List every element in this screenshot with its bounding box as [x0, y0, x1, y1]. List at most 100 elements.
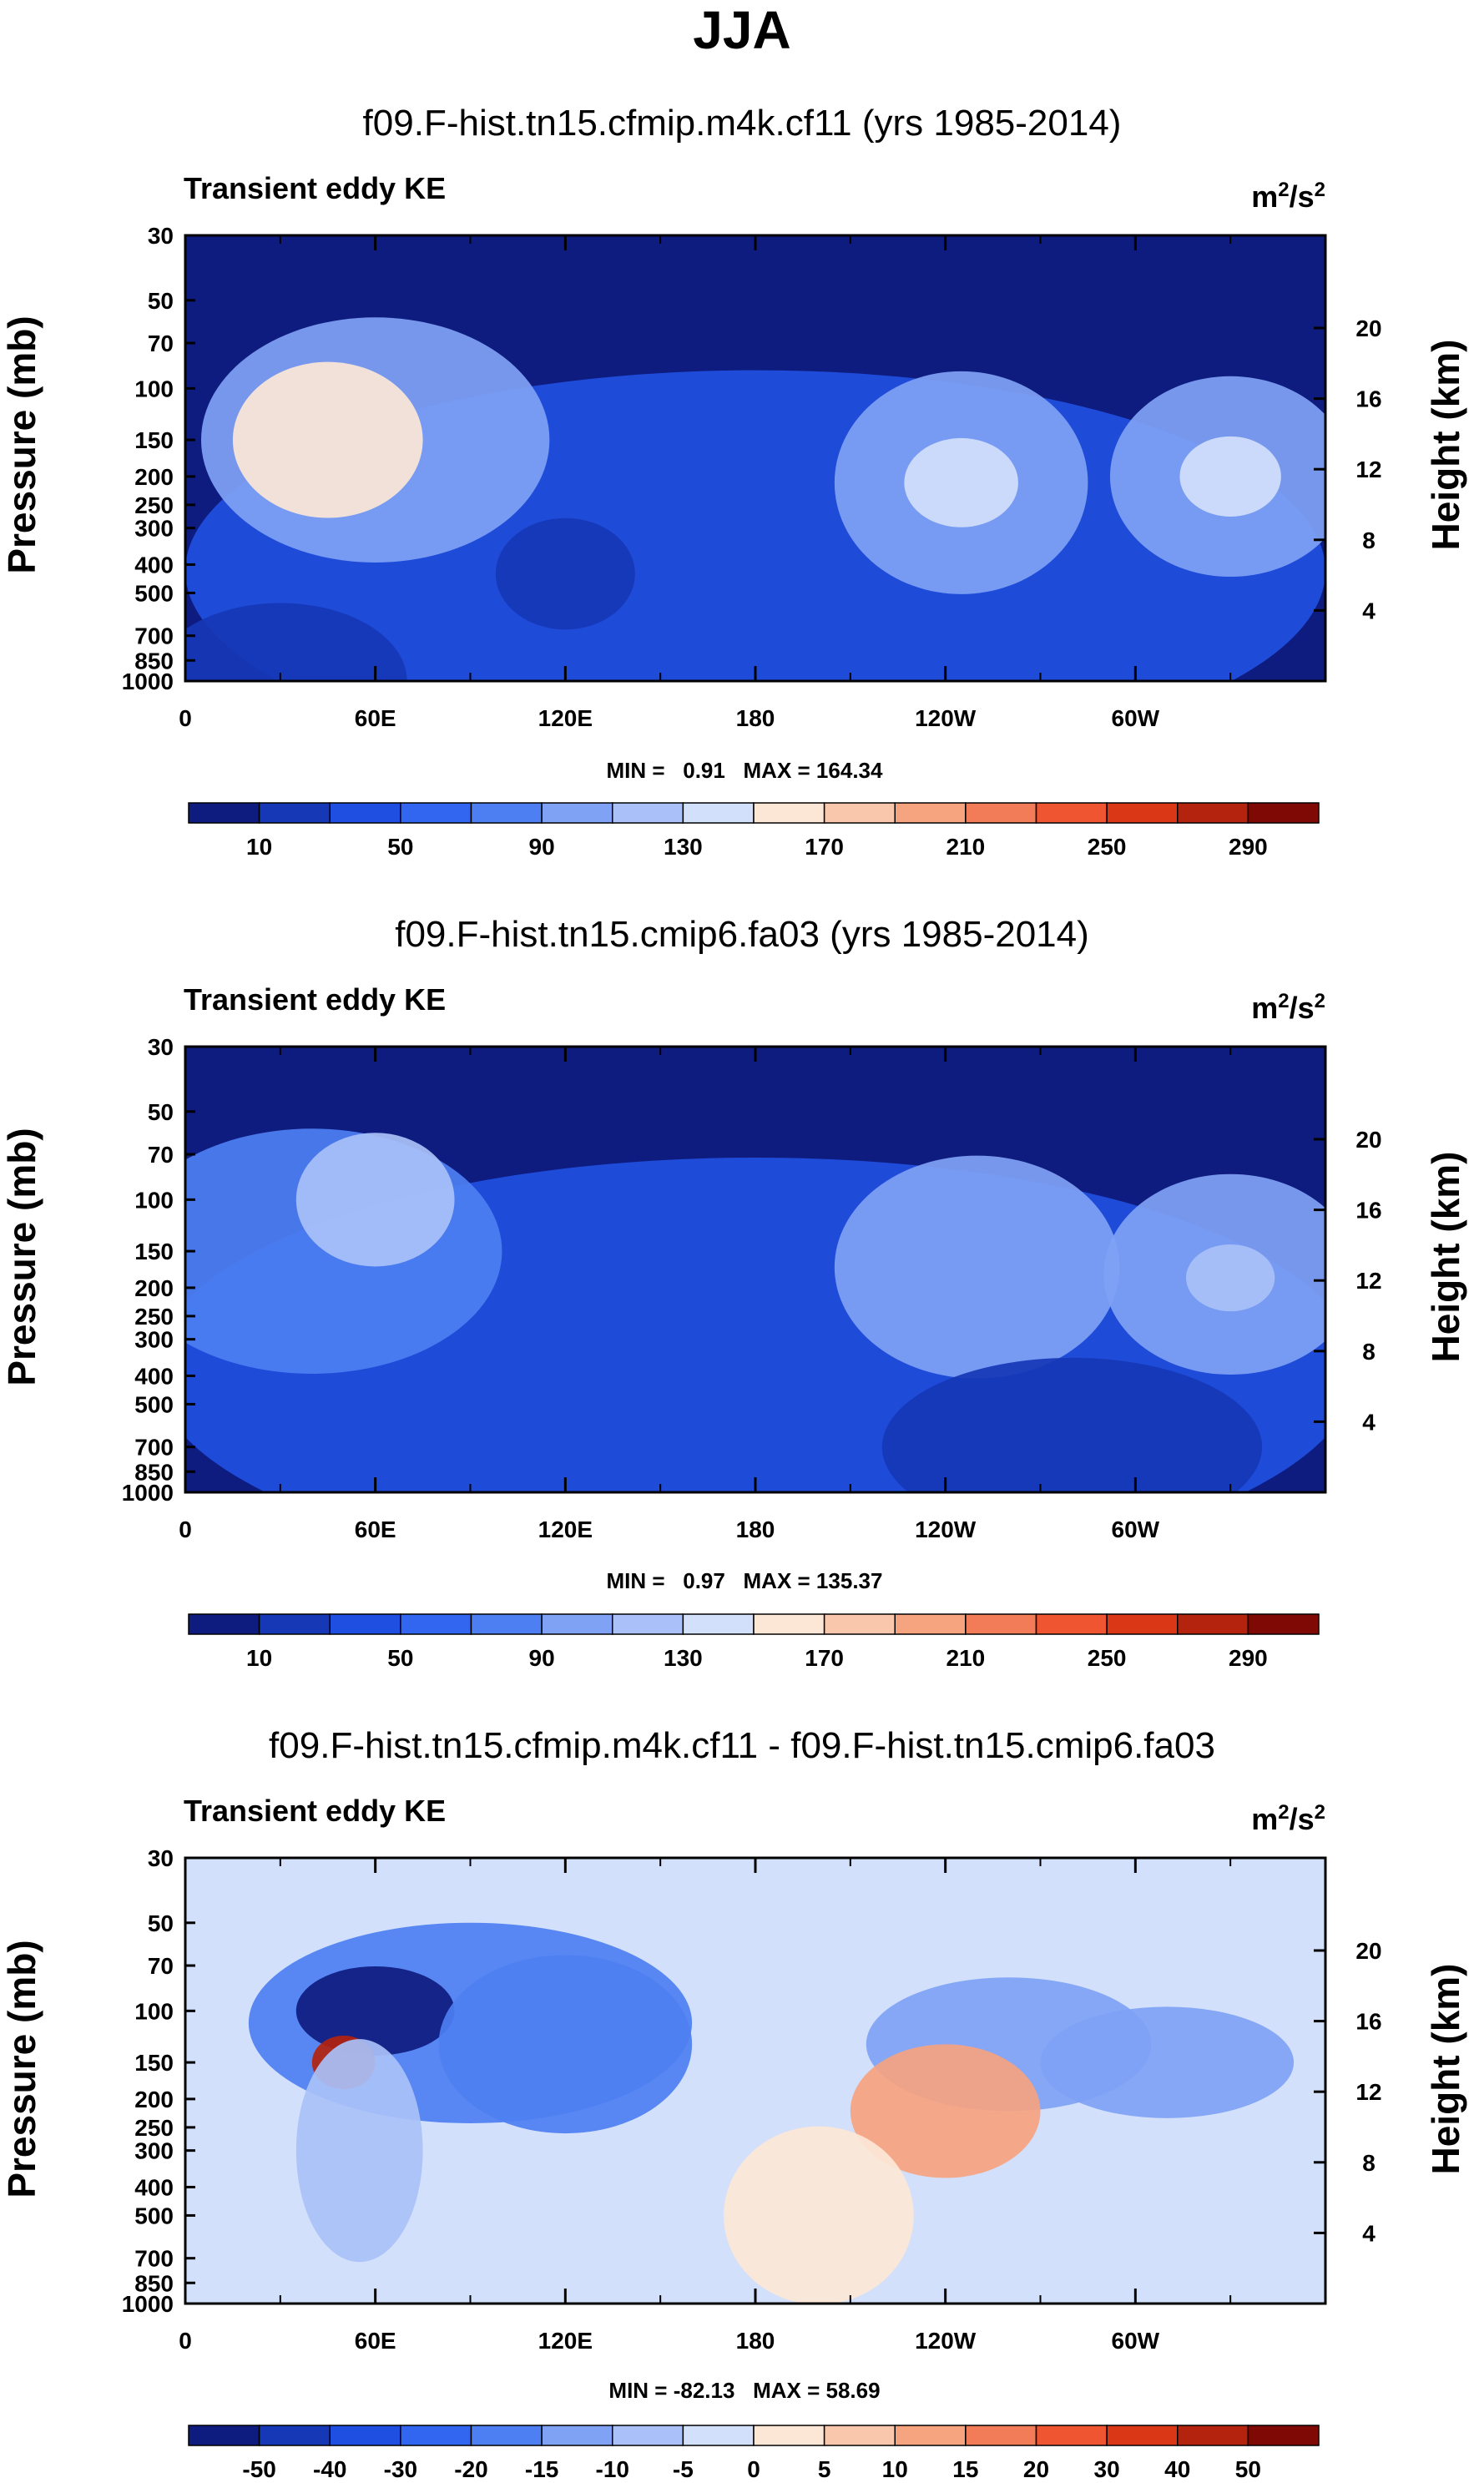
- x-tick-label: 120E: [538, 705, 593, 731]
- colorbar-label: 290: [1229, 834, 1268, 860]
- colorbar-swatch: [1247, 802, 1320, 824]
- colorbar-swatch: [894, 802, 967, 824]
- y-tick-label: 250: [134, 492, 174, 518]
- colorbar-swatch: [541, 2425, 613, 2446]
- colorbar-label: 10: [246, 834, 272, 860]
- panel-1-colorbar: 10 50 90 130 170 210 250 290: [188, 802, 1320, 860]
- panel-2-field-contour-5: [834, 1155, 1120, 1379]
- colorbar-label: -50: [242, 2456, 275, 2482]
- panel-2-units: m2/s2: [1251, 990, 1325, 1026]
- colorbar-label: 250: [1088, 1645, 1127, 1671]
- y-tick-label: 1000: [122, 2291, 174, 2317]
- y-tick-label: 30: [148, 223, 174, 249]
- y-tick-label: 70: [148, 1953, 174, 1979]
- panel-3-left-label: Transient eddy KE: [184, 1794, 446, 1828]
- panel-3-colorbar: -50 -40 -30 -20 -15 -10 -5 0 5 10 15 20 30 40 50: [188, 2425, 1320, 2482]
- y-tick-label: 250: [134, 2115, 174, 2141]
- panel-2-field-contour-8: [881, 1357, 1263, 1492]
- panel-3: f09.F-hist.tn15.cfmip.m4k.cf11 - f09.F-h…: [0, 1725, 1467, 2482]
- figure-title: JJA: [693, 0, 790, 60]
- colorbar-label: 250: [1088, 834, 1127, 860]
- colorbar-label: 90: [529, 1645, 555, 1671]
- colorbar-swatch: [612, 2425, 684, 2446]
- y-right-tick-label: 20: [1355, 1127, 1381, 1153]
- panel-3-field: [248, 1922, 1295, 2304]
- colorbar-label: 30: [1094, 2456, 1120, 2482]
- y-tick-label: 50: [148, 1910, 174, 1936]
- x-tick-label: 180: [736, 2328, 775, 2354]
- panel-1: f09.F-hist.tn15.cfmip.m4k.cf11 (yrs 1985…: [0, 103, 1467, 860]
- y-tick-label: 30: [148, 1034, 174, 1060]
- colorbar-label: 290: [1229, 1645, 1268, 1671]
- y-right-tick-label: 16: [1355, 1198, 1381, 1224]
- colorbar-swatch: [1177, 1613, 1249, 1635]
- x-tick-label: 120W: [915, 1517, 977, 1542]
- colorbar-swatch: [188, 802, 260, 824]
- y-tick-label: 100: [134, 376, 174, 401]
- colorbar-label: -40: [313, 2456, 346, 2482]
- panel-3-field-contour-6: [850, 2044, 1041, 2178]
- x-tick-label: 120E: [538, 1517, 593, 1542]
- panel-1-field-contour-8: [1179, 436, 1281, 517]
- y-tick-label: 500: [134, 580, 174, 606]
- panel-1-field: [185, 235, 1325, 681]
- y-tick-label: 200: [134, 2087, 174, 2112]
- y-tick-label: 850: [134, 2270, 174, 2296]
- y-tick-label: 100: [134, 1187, 174, 1213]
- panel-1-y-ticks-right: 20 16 12 8 4: [1314, 315, 1382, 623]
- colorbar-swatch: [965, 2425, 1037, 2446]
- colorbar-label: -30: [384, 2456, 417, 2482]
- y-right-tick-label: 4: [1362, 1409, 1375, 1435]
- y-tick-label: 300: [134, 1327, 174, 1353]
- colorbar-swatch: [682, 1613, 755, 1635]
- y-tick-label: 100: [134, 1998, 174, 2024]
- y-tick-label: 30: [148, 1845, 174, 1871]
- colorbar-swatch: [682, 2425, 755, 2446]
- colorbar-swatch: [258, 2425, 331, 2446]
- colorbar-swatch: [965, 1613, 1037, 1635]
- colorbar-swatch: [470, 2425, 543, 2446]
- colorbar-label: 210: [946, 1645, 986, 1671]
- colorbar-label: 40: [1164, 2456, 1190, 2482]
- y-tick-label: 150: [134, 427, 174, 453]
- colorbar-label: 170: [805, 1645, 844, 1671]
- y-right-tick-label: 12: [1355, 1268, 1381, 1294]
- y-tick-label: 1000: [122, 669, 174, 694]
- y-right-tick-label: 20: [1355, 315, 1381, 341]
- x-tick-label: 120E: [538, 2328, 593, 2354]
- y-right-tick-label: 12: [1355, 457, 1381, 482]
- x-tick-label: 0: [179, 1517, 192, 1542]
- colorbar-swatch: [258, 1613, 331, 1635]
- panel-1-x-ticks: 0 60E 120E 180 120W 60W: [179, 235, 1232, 731]
- colorbar-label: 50: [387, 1645, 413, 1671]
- colorbar-swatch: [894, 2425, 967, 2446]
- y-tick-label: 200: [134, 1275, 174, 1301]
- panel-3-field-contour-8: [295, 2039, 423, 2263]
- y-tick-label: 1000: [122, 1480, 174, 1506]
- colorbar-swatch: [1177, 802, 1249, 824]
- y-tick-label: 850: [134, 1459, 174, 1485]
- colorbar-label: 50: [1235, 2456, 1261, 2482]
- panel-3-ylabel: Pressure (mb): [0, 1940, 43, 2198]
- y-tick-label: 300: [134, 2138, 174, 2164]
- colorbar-swatch: [1106, 1613, 1179, 1635]
- panel-1-field-contour-10: [185, 603, 407, 681]
- colorbar-swatch: [1106, 802, 1179, 824]
- y-right-tick-label: 16: [1355, 386, 1381, 412]
- colorbar-swatch: [541, 802, 613, 824]
- colorbar-label: 10: [246, 1645, 272, 1671]
- colorbar-swatch: [1035, 2425, 1108, 2446]
- x-tick-label: 180: [736, 1517, 775, 1542]
- y-right-tick-label: 8: [1362, 2150, 1375, 2176]
- panel-1-ylabel-right: Height (km): [1424, 340, 1467, 551]
- colorbar-swatch: [400, 802, 472, 824]
- colorbar-label: 50: [387, 834, 413, 860]
- colorbar-swatch: [612, 1613, 684, 1635]
- colorbar-label: -15: [525, 2456, 558, 2482]
- colorbar-label: 0: [747, 2456, 760, 2482]
- colorbar-label: 90: [529, 834, 555, 860]
- colorbar-swatch: [612, 802, 684, 824]
